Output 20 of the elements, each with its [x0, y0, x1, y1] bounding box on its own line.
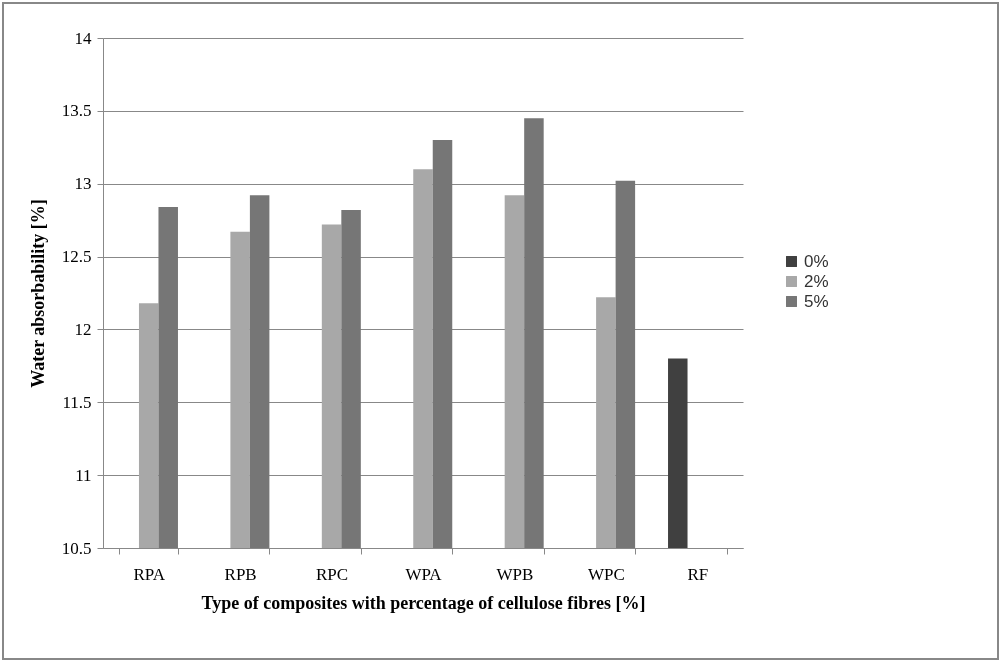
y-axis-title: Water absorbability [%] — [27, 199, 48, 388]
legend-label: 2% — [804, 271, 829, 291]
x-tick-label: WPC — [587, 564, 625, 584]
y-tick-label: 12 — [74, 319, 92, 339]
x-tick-label: RPB — [224, 564, 257, 584]
y-tick-label: 14 — [74, 28, 92, 48]
legend-label: 5% — [804, 291, 829, 311]
y-tick-label: 13 — [74, 174, 92, 194]
y-tick-label: 13.5 — [61, 101, 92, 121]
x-tick-label: WPB — [496, 564, 534, 584]
x-axis-title: Type of composites with percentage of cellulose fibres [%] — [201, 592, 646, 613]
y-tick-label: 11.5 — [62, 392, 92, 412]
x-tick-label: RF — [687, 564, 709, 584]
y-tick-label: 10.5 — [61, 538, 92, 558]
y-tick-label: 12.5 — [61, 247, 92, 267]
x-tick-label: RPA — [133, 564, 166, 584]
legend-label: 0% — [804, 251, 829, 271]
x-tick-label: RPC — [316, 564, 349, 584]
y-tick-label: 11 — [75, 465, 92, 485]
x-tick-label: WPA — [405, 564, 443, 584]
